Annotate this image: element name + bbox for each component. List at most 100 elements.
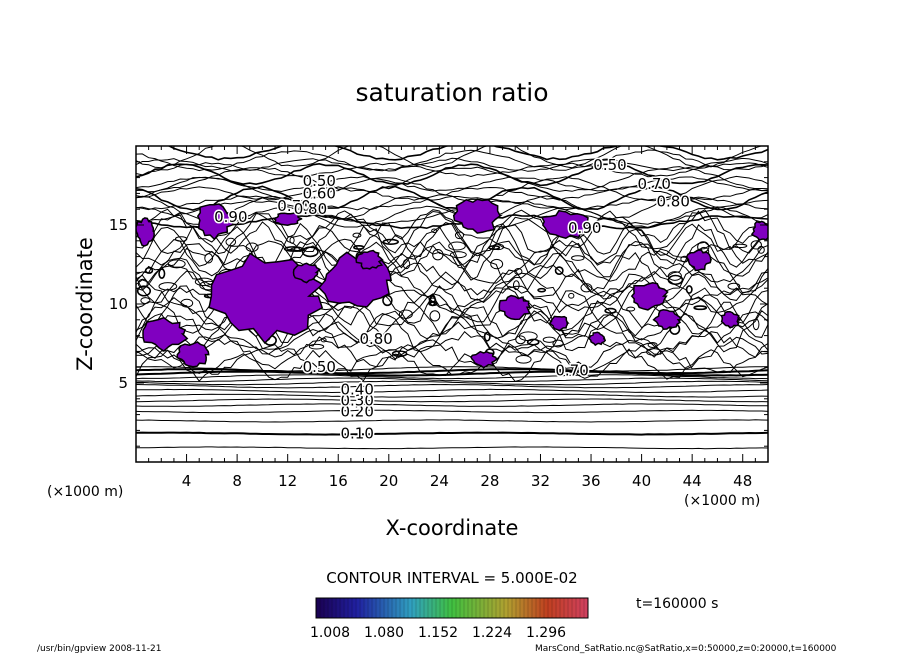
contour-line [136,409,768,414]
contour-cell [391,350,408,357]
contour-cell [449,251,467,259]
contour-cell [483,331,491,342]
supersaturated-region [652,309,682,330]
colorbar-tick-label: 1.008 [310,625,350,641]
contour-cell [512,280,520,291]
time-label: t=160000 s [636,596,718,612]
contour-interval-text: CONTOUR INTERVAL = 5.000E-02 [326,569,577,587]
colorbar-ticks: 1.008 1.080 1.152 1.224 1.296 [310,625,566,641]
contour-cell [140,297,151,304]
contour-line [136,175,768,193]
contour-cell [626,306,636,312]
contour-label: 0.50 [303,172,336,190]
contour-cell [492,243,505,251]
x-tick-label: 4 [182,472,192,490]
contour-cell [667,271,682,281]
contour-line [136,146,765,169]
contour-cell [488,245,501,251]
contour-line [136,199,768,226]
supersaturated-region [196,203,235,241]
contour-line [136,348,768,382]
contour-cell [144,267,154,274]
supersaturated-region [630,282,669,311]
y-tick-label: 10 [109,295,128,313]
colorbar-tick-label: 1.224 [472,625,512,641]
contour-cell [647,342,658,348]
contour-cell [685,285,693,294]
contour-cell [752,318,760,331]
x-unit-label: (×1000 m) [684,493,760,509]
contour-label: 0.70 [638,175,671,193]
supersaturated-region [685,249,712,272]
x-tick-label: 48 [733,472,752,490]
colorbar-tick-label: 1.080 [364,625,404,641]
contour-cell [750,240,762,250]
contour-label: 0.30 [340,391,373,409]
contour-label: 0.50 [593,156,626,174]
contour-cell [308,343,325,350]
contour-line [136,239,768,281]
contour-label: 0.60 [303,184,336,202]
contour-line [160,146,768,161]
footer-right: MarsCond_SatRatio.nc@SatRatio,x=0:50000,… [535,644,837,654]
contour-line [136,162,768,187]
contour-cell [398,309,413,319]
contour-label: 0.40 [340,380,373,398]
supersaturated-region [720,310,742,329]
contour-cell [514,268,523,275]
x-axis-label: X-coordinate [386,516,519,540]
x-tick-label: 20 [379,472,398,490]
contour-line [136,221,768,258]
supersaturated-region [136,217,155,247]
contour-cell [225,237,237,247]
contour-label: 0.90 [568,219,601,237]
x-tick-label: 16 [329,472,348,490]
contour-cell [353,245,365,250]
colorbar-tick-label: 1.152 [418,625,458,641]
contour-cell [429,294,436,307]
contour-line [136,175,768,202]
contour-cell [568,292,575,299]
x-tick-label: 12 [278,472,297,490]
contour-cell [454,231,465,240]
contour-cell [290,247,306,252]
contour-cell [136,285,152,297]
contour-line [136,185,768,211]
contour-cell [580,283,593,293]
contour-cell [320,337,327,343]
contour-cell [382,294,393,307]
contour-label: 0.70 [277,197,310,215]
supersaturated-region [142,316,189,352]
colorbar-stripes [315,598,589,618]
y-axis-label: Z-coordinate [73,237,97,371]
contour-line [136,431,768,436]
y-axis: 5 10 15 [109,161,768,447]
y-tick-label: 15 [109,216,128,234]
contour-cell [537,287,547,293]
contour-line [136,162,768,178]
contour-cell [180,298,194,308]
contour-label: 0.80 [656,192,689,210]
contour-line [136,210,768,257]
contour-line [136,195,768,221]
x-tick-label: 32 [531,472,550,490]
contour-cell [732,243,748,249]
contour-cell [167,259,186,269]
supersaturated-region [272,212,303,226]
contour-line [136,377,768,383]
x-tick-label: 44 [683,472,702,490]
contour-cell [571,255,585,261]
x-tick-label: 24 [430,472,449,490]
contour-line [136,238,768,268]
contour-line [136,186,768,201]
contour-cell [727,282,741,290]
contour-cell [515,335,526,345]
contour-line [136,222,768,270]
contour-line [136,393,768,398]
contour-cell [693,305,708,311]
x-tick-label: 40 [632,472,651,490]
contour-cell [301,246,319,258]
contour-line [136,330,768,360]
footer-left: /usr/bin/gpview 2008-11-21 [37,644,161,654]
